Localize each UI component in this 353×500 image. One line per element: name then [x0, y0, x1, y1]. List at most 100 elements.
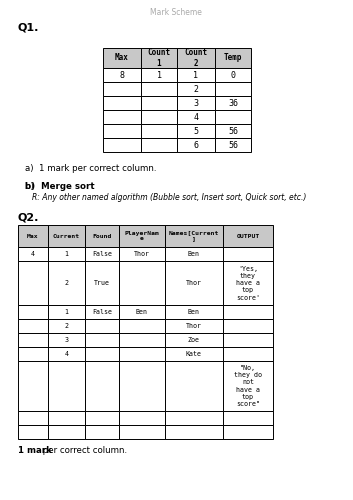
Text: Ben: Ben	[136, 309, 148, 315]
Text: 0: 0	[231, 70, 235, 80]
Bar	[177, 124, 215, 138]
Bar	[177, 48, 215, 68]
Bar	[85, 225, 119, 247]
Bar	[141, 138, 177, 152]
Bar	[48, 411, 85, 425]
Text: False: False	[92, 251, 112, 257]
Bar	[18, 225, 48, 247]
Bar	[119, 261, 165, 305]
Bar	[165, 361, 223, 411]
Bar	[103, 96, 141, 110]
Text: Count
1: Count 1	[148, 48, 170, 68]
Bar	[48, 425, 85, 439]
Bar	[85, 305, 119, 319]
Bar	[85, 347, 119, 361]
Bar	[223, 247, 273, 261]
Bar	[165, 411, 223, 425]
Bar	[18, 347, 48, 361]
Bar	[223, 411, 273, 425]
Bar	[215, 110, 251, 124]
Bar	[18, 305, 48, 319]
Bar	[223, 425, 273, 439]
Text: 2: 2	[65, 323, 68, 329]
Bar	[165, 347, 223, 361]
Bar	[215, 82, 251, 96]
Bar	[223, 361, 273, 411]
Bar	[119, 333, 165, 347]
Bar	[141, 82, 177, 96]
Bar	[165, 225, 223, 247]
Text: Mark Scheme: Mark Scheme	[150, 8, 202, 17]
Text: 36: 36	[228, 98, 238, 108]
Bar	[48, 319, 85, 333]
Bar	[119, 411, 165, 425]
Text: 3: 3	[193, 98, 198, 108]
Text: Temp: Temp	[224, 54, 242, 62]
Bar	[103, 68, 141, 82]
Bar	[48, 261, 85, 305]
Text: Found: Found	[92, 234, 112, 238]
Text: Names[Current
]: Names[Current ]	[169, 230, 219, 241]
Bar	[85, 361, 119, 411]
Bar	[119, 225, 165, 247]
Text: Q1.: Q1.	[18, 22, 40, 32]
Text: 4: 4	[193, 112, 198, 122]
Bar	[165, 247, 223, 261]
Text: Ben: Ben	[188, 251, 200, 257]
Text: Thor: Thor	[186, 323, 202, 329]
Bar	[18, 425, 48, 439]
Text: "No,
they do
not
have a
top
score": "No, they do not have a top score"	[234, 365, 262, 407]
Text: 1: 1	[193, 70, 198, 80]
Bar	[223, 347, 273, 361]
Text: 1: 1	[156, 70, 162, 80]
Bar	[223, 305, 273, 319]
Bar	[223, 261, 273, 305]
Text: 56: 56	[228, 140, 238, 149]
Text: Max: Max	[115, 54, 129, 62]
Bar	[48, 347, 85, 361]
Text: 8: 8	[120, 70, 125, 80]
Bar	[119, 361, 165, 411]
Bar	[141, 68, 177, 82]
Bar	[177, 68, 215, 82]
Text: b): b)	[25, 182, 39, 191]
Bar	[85, 261, 119, 305]
Text: Q2.: Q2.	[18, 213, 40, 223]
Text: Max: Max	[27, 234, 39, 238]
Bar	[165, 319, 223, 333]
Text: 1 mark: 1 mark	[18, 446, 52, 455]
Bar	[177, 110, 215, 124]
Bar	[85, 333, 119, 347]
Bar	[103, 124, 141, 138]
Text: Zoe: Zoe	[188, 337, 200, 343]
Bar	[119, 425, 165, 439]
Text: b)  Merge sort: b) Merge sort	[25, 182, 95, 191]
Bar	[215, 124, 251, 138]
Bar	[119, 347, 165, 361]
Bar	[85, 411, 119, 425]
Bar	[103, 48, 141, 68]
Text: 4: 4	[31, 251, 35, 257]
Text: OUTPUT: OUTPUT	[237, 234, 259, 238]
Text: Ben: Ben	[188, 309, 200, 315]
Bar	[119, 247, 165, 261]
Text: 2: 2	[65, 280, 68, 286]
Bar	[103, 82, 141, 96]
Text: 1: 1	[65, 309, 68, 315]
Bar	[119, 319, 165, 333]
Bar	[18, 319, 48, 333]
Text: True: True	[94, 280, 110, 286]
Bar	[48, 361, 85, 411]
Bar	[18, 411, 48, 425]
Bar	[215, 68, 251, 82]
Bar	[165, 425, 223, 439]
Bar	[141, 48, 177, 68]
Bar	[215, 138, 251, 152]
Bar	[215, 96, 251, 110]
Text: 1: 1	[65, 251, 68, 257]
Text: a)  1 mark per correct column.: a) 1 mark per correct column.	[25, 164, 156, 173]
Text: False: False	[92, 309, 112, 315]
Bar	[177, 138, 215, 152]
Bar	[85, 425, 119, 439]
Text: 6: 6	[193, 140, 198, 149]
